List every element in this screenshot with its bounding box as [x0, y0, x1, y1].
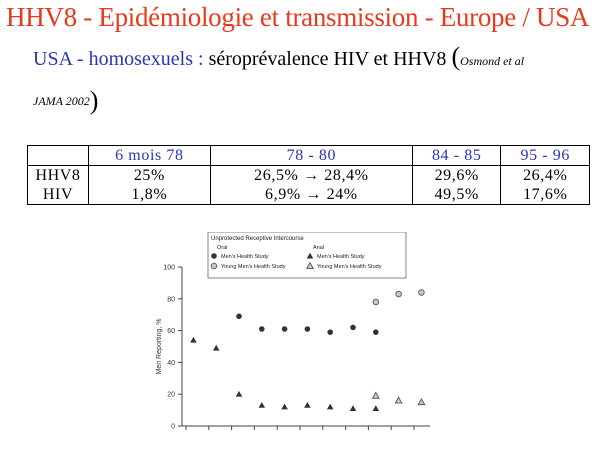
data-point: [371, 391, 380, 399]
legend-label: Men's Health Study: [221, 254, 269, 260]
row-label: HIV: [27, 185, 89, 205]
paren-close: ): [89, 86, 99, 115]
y-tick-label: 20: [167, 392, 175, 399]
legend-col-oral: Oral: [217, 245, 227, 251]
subtitle-population: USA - homosexuels :: [33, 48, 204, 70]
data-point: [349, 405, 357, 411]
table-cell: 17,6%: [500, 185, 590, 205]
data-point: [395, 290, 402, 298]
y-tick-label: 60: [167, 328, 175, 335]
table-cell: 29,6%: [411, 165, 502, 185]
paren-open: (: [451, 42, 461, 71]
y-tick-label: 40: [167, 360, 175, 367]
legend-marker-icon: [210, 262, 218, 270]
table-cell: 6,9% → 24%: [209, 185, 413, 205]
table-cell: 1,8%: [88, 185, 211, 205]
reference-authors: Osmond et al: [460, 54, 525, 68]
chart-marks: [190, 289, 426, 411]
table-cell: 26,4%: [500, 165, 590, 185]
legend-title: Unprotected Receptive Intercourse: [211, 236, 304, 242]
y-axis-label: Men Reporting, %: [156, 318, 163, 374]
data-point: [212, 344, 220, 351]
y-tick-label: 80: [167, 296, 175, 303]
data-point: [304, 326, 311, 332]
y-tick-label: 100: [163, 265, 175, 272]
data-point: [326, 403, 334, 410]
legend-marker-icon: [306, 252, 314, 259]
data-point: [281, 403, 288, 410]
data-point: [236, 313, 242, 320]
seroprevalence-table: 6 mois 78 78 - 80 84 - 85 95 - 96 HHV8 2…: [27, 145, 590, 205]
data-point: [281, 326, 288, 332]
table-header: 84 - 85: [411, 145, 502, 166]
legend-marker-icon: [211, 253, 217, 259]
subtitle-topic: séroprévalence HIV et HHV8: [208, 48, 447, 70]
data-point: [190, 336, 197, 343]
legend-col-anal: Anal: [313, 245, 324, 251]
table-header: 78 - 80: [209, 145, 413, 166]
data-point: [372, 298, 380, 306]
table-cell: 49,5%: [411, 185, 502, 205]
table-cell: 25%: [88, 165, 211, 185]
legend-label: Men's Health Study: [317, 254, 365, 260]
data-point: [259, 326, 265, 332]
y-tick-label: 0: [171, 424, 175, 431]
data-point: [417, 397, 426, 406]
table-corner: [27, 145, 89, 166]
legend-box: [207, 232, 407, 279]
chart-axes: 0 20 40 60 80 100 Men Reporting, %: [156, 265, 430, 431]
table-header: 95 - 96: [500, 145, 590, 166]
data-point: [258, 402, 266, 408]
reference-journal: JAMA 2002: [33, 94, 90, 108]
legend-label: Young Men's Health Study: [317, 264, 382, 270]
legend-label: Young Men's Health Study: [221, 264, 286, 270]
data-point: [373, 329, 379, 335]
table-header-row: 6 mois 78 78 - 80 84 - 85 95 - 96: [27, 145, 590, 166]
data-point: [350, 324, 356, 331]
slide-subtitle: USA - homosexuels : séroprévalence HIV e…: [33, 44, 524, 71]
table-row: HIV 1,8% 6,9% → 24% 49,5% 17,6%: [27, 185, 590, 205]
table-cell: 26,5% → 28,4%: [209, 165, 413, 185]
reference-journal-line: JAMA 2002): [33, 82, 99, 115]
chart-legend: Unprotected Receptive Intercourse Oral Ana…: [207, 232, 407, 279]
slide-title: HHV8 - Epidémiologie et transmission - E…: [6, 2, 590, 32]
intercourse-chart: 0 20 40 60 80 100 Men Reporting, % Unprotected…: [156, 232, 430, 431]
table-row: HHV8 25% 26,5% → 28,4% 29,6% 26,4%: [27, 165, 590, 185]
data-point: [394, 396, 403, 404]
data-point: [235, 390, 243, 397]
data-point: [304, 402, 311, 408]
data-point: [372, 405, 380, 411]
table-header: 6 mois 78: [88, 145, 211, 166]
row-label: HHV8: [27, 165, 89, 185]
data-point: [327, 329, 333, 335]
legend-marker-icon: [305, 261, 315, 269]
data-point: [418, 289, 425, 296]
